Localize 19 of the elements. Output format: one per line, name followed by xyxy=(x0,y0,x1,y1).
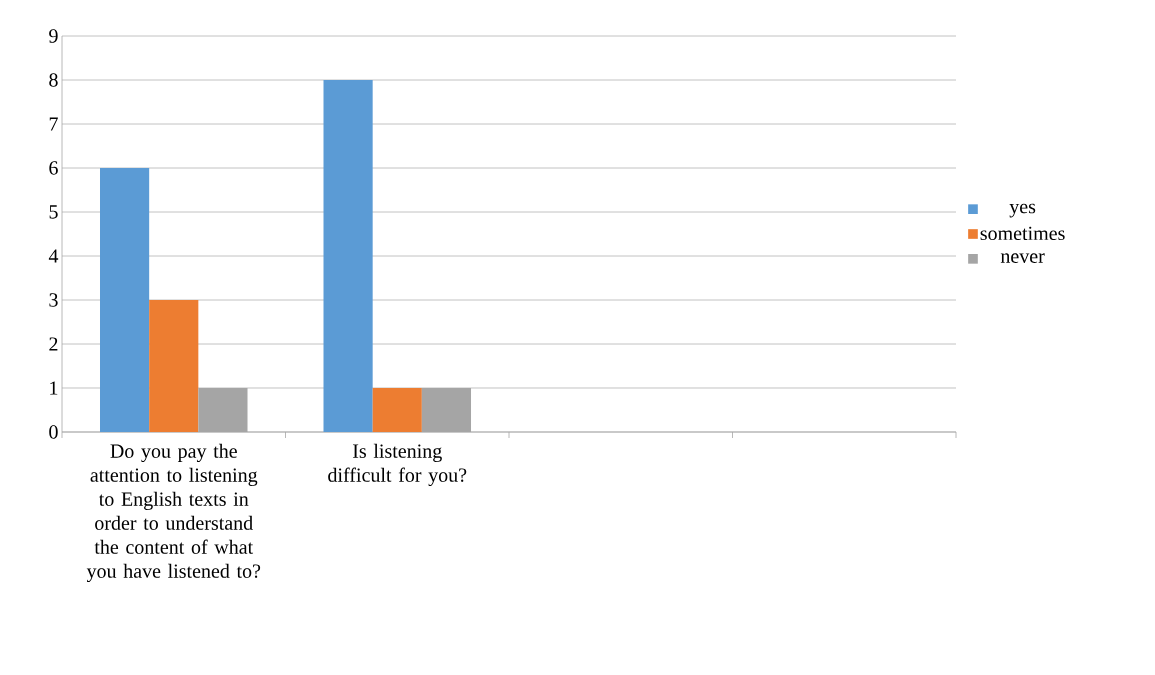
y-tick-label: 9 xyxy=(49,29,58,43)
y-tick-label: 7 xyxy=(49,117,58,131)
y-tick-label: 4 xyxy=(48,249,59,263)
y-tick-label: 3 xyxy=(49,293,58,307)
y-tick-label: 5 xyxy=(49,205,58,219)
bar xyxy=(323,80,373,432)
y-tick-label: 0 xyxy=(49,425,58,439)
legend-label: yes xyxy=(1009,203,1036,218)
bar xyxy=(372,388,422,432)
bar xyxy=(149,300,199,432)
x-tick-label: Do you pay the attention to listening to English texts in order to understand the content of what you have listened to? xyxy=(86,443,261,582)
legend-label: never xyxy=(1000,253,1045,263)
bar xyxy=(100,168,150,432)
y-tick-label: 2 xyxy=(49,337,58,351)
y-tick-label: 8 xyxy=(49,73,58,87)
x-tick-label: Is listening difficult for you? xyxy=(328,443,467,486)
y-tick-label: 1 xyxy=(50,381,58,395)
legend-label: sometimes xyxy=(980,226,1065,241)
y-tick-label: 6 xyxy=(49,161,58,175)
